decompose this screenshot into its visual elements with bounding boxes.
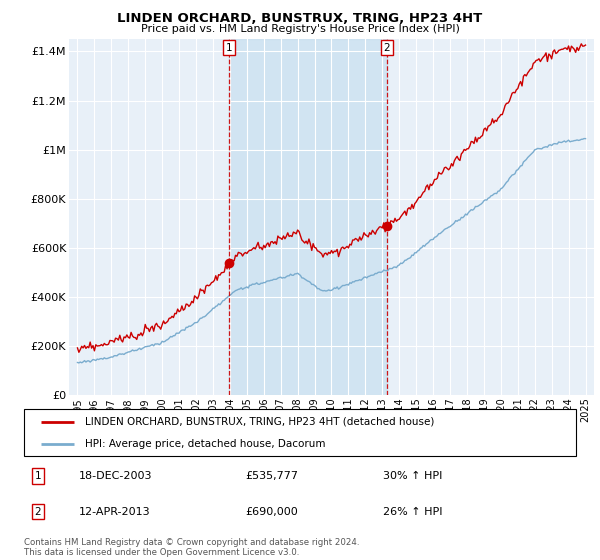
Text: Price paid vs. HM Land Registry's House Price Index (HPI): Price paid vs. HM Land Registry's House … (140, 24, 460, 34)
Text: HPI: Average price, detached house, Dacorum: HPI: Average price, detached house, Daco… (85, 438, 325, 449)
Bar (229, 39, 387, 395)
Text: 26% ↑ HPI: 26% ↑ HPI (383, 507, 442, 516)
Text: 1: 1 (34, 472, 41, 481)
Text: 2: 2 (34, 507, 41, 516)
Text: £535,777: £535,777 (245, 472, 298, 481)
Text: 18-DEC-2003: 18-DEC-2003 (79, 472, 152, 481)
Text: 2: 2 (384, 43, 391, 53)
Text: 1: 1 (226, 43, 233, 53)
Text: Contains HM Land Registry data © Crown copyright and database right 2024.
This d: Contains HM Land Registry data © Crown c… (24, 538, 359, 557)
FancyBboxPatch shape (24, 409, 576, 456)
Text: 12-APR-2013: 12-APR-2013 (79, 507, 151, 516)
Text: LINDEN ORCHARD, BUNSTRUX, TRING, HP23 4HT (detached house): LINDEN ORCHARD, BUNSTRUX, TRING, HP23 4H… (85, 417, 434, 427)
Text: 30% ↑ HPI: 30% ↑ HPI (383, 472, 442, 481)
Text: £690,000: £690,000 (245, 507, 298, 516)
Text: LINDEN ORCHARD, BUNSTRUX, TRING, HP23 4HT: LINDEN ORCHARD, BUNSTRUX, TRING, HP23 4H… (118, 12, 482, 25)
